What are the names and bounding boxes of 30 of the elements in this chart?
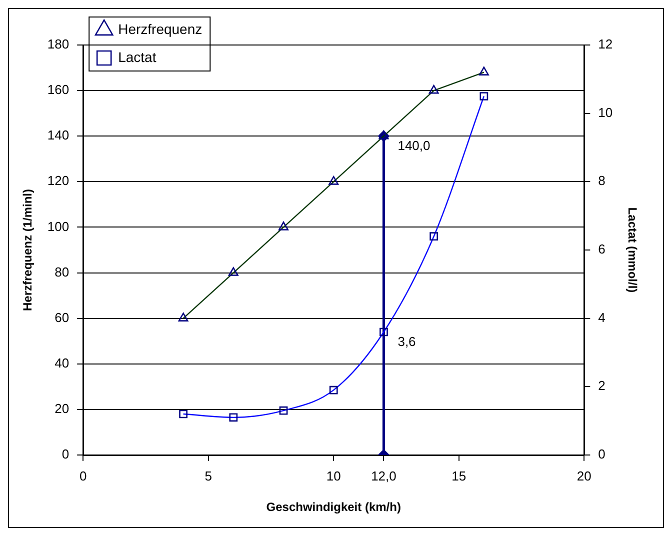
- y-tick-label: 80: [54, 264, 70, 280]
- x-tick-label: 15: [452, 468, 466, 484]
- y-tick-label: 140: [47, 128, 70, 143]
- y-tick-label: 120: [47, 173, 70, 188]
- y-tick-label: 20: [54, 401, 70, 416]
- y-tick-label: 0: [62, 446, 70, 462]
- y-tick-label: 180: [47, 36, 70, 52]
- y-tick-label: 40: [54, 355, 70, 370]
- y2-tick-label: 4: [598, 310, 606, 325]
- x-tick-label: 5: [204, 468, 212, 484]
- x-tick-label: 20: [576, 468, 592, 484]
- y2-tick-label: 8: [598, 173, 606, 188]
- y-tick-label: 160: [47, 82, 70, 98]
- x-tick-label: 0: [79, 468, 87, 484]
- y2-tick-label: 10: [598, 104, 613, 120]
- y2-tick-label: 6: [598, 242, 606, 257]
- y2-tick-label: 2: [598, 378, 606, 394]
- y-tick-label: 100: [47, 218, 70, 234]
- legend-label: Lactat: [118, 48, 156, 65]
- y2-tick-label: 12: [598, 36, 613, 52]
- data-label: 140,0: [398, 138, 430, 154]
- y2-tick-label: 0: [598, 446, 606, 462]
- legend-label: Herzfrequenz: [118, 20, 202, 37]
- x-axis-title: Geschwindigkeit (km/h): [266, 500, 401, 514]
- x-tick-label: 12,0: [371, 468, 396, 484]
- x-tick-label: 10: [326, 468, 341, 484]
- y-tick-label: 60: [54, 310, 70, 325]
- data-label: 3,6: [398, 334, 416, 350]
- y-axis-title: Herzfrequenz (1/minl): [20, 188, 35, 312]
- y2-axis-title: Lactat (mmol/l): [625, 207, 640, 293]
